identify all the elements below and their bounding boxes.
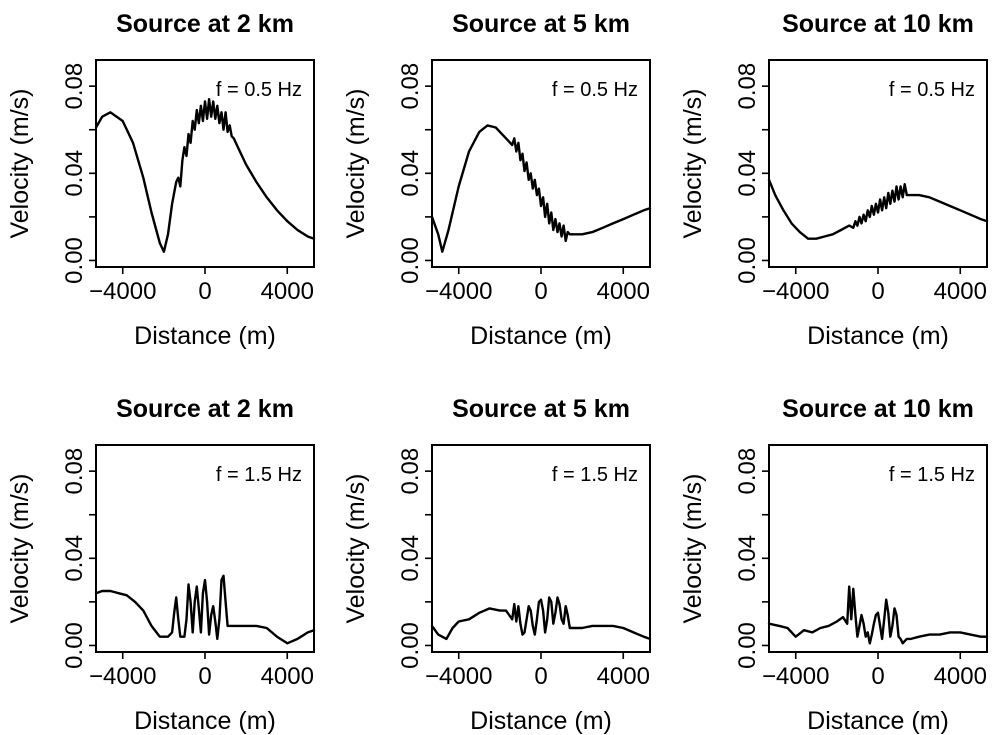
y-tick-label: 0.00 (61, 622, 88, 669)
y-tick-label: 0.08 (734, 63, 761, 110)
x-tick-label: 4000 (597, 663, 650, 690)
frequency-label: f = 0.5 Hz (216, 79, 302, 101)
x-axis-label: Distance (m) (134, 322, 276, 350)
x-tick-label: 0 (534, 278, 547, 305)
x-tick-label: 0 (871, 663, 884, 690)
y-tick-label: 0.00 (734, 622, 761, 669)
chart-title: Source at 2 km (116, 395, 294, 423)
frequency-label: f = 1.5 Hz (552, 464, 638, 486)
y-tick-label: 0.00 (61, 237, 88, 284)
x-tick-label: 0 (198, 278, 211, 305)
y-axis-label: Velocity (m/s) (6, 473, 34, 623)
series-line (94, 574, 316, 645)
y-tick-label: 0.08 (61, 63, 88, 110)
y-tick-label: 0.00 (397, 237, 424, 284)
x-tick-label: −4000 (89, 278, 156, 305)
chart-panel-4: Source at 2 km f = 1.5 Hz −4000 0 4000 0.00 0.… (6, 395, 316, 735)
y-axis-label: Velocity (m/s) (6, 88, 34, 238)
x-tick-label: 0 (534, 663, 547, 690)
series-line (767, 178, 989, 240)
series-line (430, 596, 652, 641)
y-tick-label: 0.04 (397, 535, 424, 582)
x-tick-label: 4000 (934, 663, 987, 690)
x-tick-label: −4000 (762, 278, 829, 305)
chart-title: Source at 5 km (452, 395, 630, 423)
y-tick-label: 0.00 (397, 622, 424, 669)
y-tick-label: 0.04 (61, 150, 88, 197)
chart-title: Source at 2 km (116, 10, 294, 38)
series-line (430, 124, 652, 253)
chart-title: Source at 10 km (782, 10, 974, 38)
series-line (94, 98, 316, 253)
series-line (767, 585, 989, 645)
x-axis-label: Distance (m) (807, 322, 949, 350)
y-tick-label: 0.04 (734, 150, 761, 197)
chart-panel-6: Source at 10 km f = 1.5 Hz −4000 0 4000 0.00 0… (679, 395, 989, 735)
chart-panel-5: Source at 5 km f = 1.5 Hz −4000 0 4000 0.00 0.… (342, 395, 652, 735)
y-axis-label: Velocity (m/s) (342, 473, 370, 623)
x-axis-label: Distance (m) (470, 707, 612, 735)
x-tick-label: −4000 (89, 663, 156, 690)
y-tick-label: 0.04 (61, 535, 88, 582)
chart-title: Source at 10 km (782, 395, 974, 423)
x-tick-label: −4000 (762, 663, 829, 690)
chart-panel-2: Source at 5 km f = 0.5 Hz −4000 0 4000 0.00 0.… (342, 10, 652, 350)
frequency-label: f = 0.5 Hz (889, 79, 975, 101)
y-tick-label: 0.08 (734, 448, 761, 495)
chart-title: Source at 5 km (452, 10, 630, 38)
x-tick-label: 4000 (261, 663, 314, 690)
x-tick-label: −4000 (425, 663, 492, 690)
y-tick-label: 0.08 (397, 63, 424, 110)
y-tick-label: 0.00 (734, 237, 761, 284)
frequency-label: f = 0.5 Hz (552, 79, 638, 101)
x-axis-label: Distance (m) (134, 707, 276, 735)
y-tick-label: 0.04 (734, 535, 761, 582)
y-tick-label: 0.08 (397, 448, 424, 495)
y-axis-label: Velocity (m/s) (342, 88, 370, 238)
x-tick-label: 0 (871, 278, 884, 305)
frequency-label: f = 1.5 Hz (216, 464, 302, 486)
x-tick-label: −4000 (425, 278, 492, 305)
x-tick-label: 0 (198, 663, 211, 690)
y-tick-label: 0.08 (61, 448, 88, 495)
x-axis-label: Distance (m) (470, 322, 612, 350)
x-axis-label: Distance (m) (807, 707, 949, 735)
x-tick-label: 4000 (934, 278, 987, 305)
x-tick-label: 4000 (597, 278, 650, 305)
chart-panel-3: Source at 10 km f = 0.5 Hz −4000 0 4000 0.00 0… (679, 10, 989, 350)
chart-panel-1: Source at 2 km f = 0.5 Hz −4000 0 4000 0.00 0.… (6, 10, 316, 350)
y-axis-label: Velocity (m/s) (679, 473, 707, 623)
frequency-label: f = 1.5 Hz (889, 464, 975, 486)
y-axis-label: Velocity (m/s) (679, 88, 707, 238)
x-tick-label: 4000 (261, 278, 314, 305)
y-tick-label: 0.04 (397, 150, 424, 197)
